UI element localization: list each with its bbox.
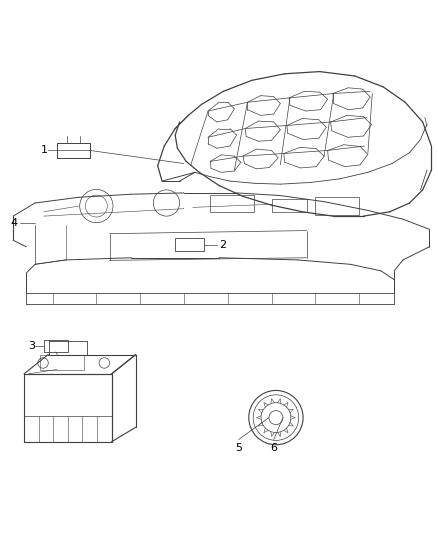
- Text: 1: 1: [41, 146, 48, 156]
- Bar: [175, 238, 204, 251]
- Bar: [57, 143, 90, 158]
- Bar: [315, 197, 359, 215]
- Text: 3: 3: [28, 341, 35, 351]
- Text: 6: 6: [270, 443, 277, 453]
- Bar: [272, 199, 307, 212]
- Text: 5: 5: [235, 443, 242, 453]
- Bar: [40, 356, 84, 370]
- Bar: [44, 340, 68, 352]
- Bar: [210, 195, 254, 212]
- Text: 2: 2: [219, 240, 226, 249]
- Text: 4: 4: [11, 217, 18, 228]
